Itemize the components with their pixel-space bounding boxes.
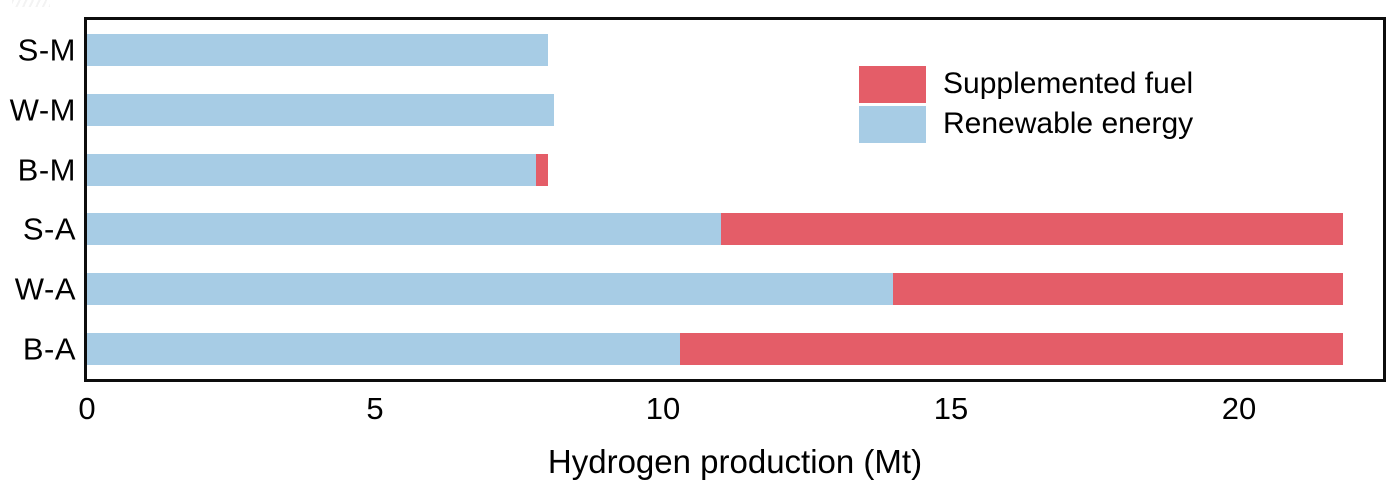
bar-row-b-m — [87, 153, 1383, 186]
bar-row-w-a — [87, 273, 1383, 306]
y-tick-label: S-A — [22, 211, 76, 247]
x-axis: 0 5 10 15 20 — [78, 385, 1383, 431]
bar-segment-supplemented-fuel — [536, 153, 548, 186]
bar-segment-renewable-energy — [87, 333, 681, 366]
y-tick-label: B-A — [22, 331, 76, 367]
bar-segment-supplemented-fuel — [680, 333, 1343, 366]
y-tick-label: S-M — [17, 32, 76, 68]
bar-segment-renewable-energy — [87, 153, 537, 186]
legend-entry-renewable-energy: Renewable energy — [859, 104, 1193, 144]
bar-row-s-m — [87, 33, 1383, 66]
legend-label: Renewable energy — [943, 107, 1194, 140]
bar-segment-renewable-energy — [87, 93, 554, 126]
bar-segment-supplemented-fuel — [720, 213, 1343, 246]
plot-area: Supplemented fuel Renewable energy — [84, 17, 1386, 382]
bar-segment-renewable-energy — [87, 33, 548, 66]
bar-segment-supplemented-fuel — [893, 273, 1343, 306]
legend-label: Supplemented fuel — [943, 67, 1194, 100]
bar-segment-renewable-energy — [87, 273, 894, 306]
x-tick-label: 20 — [1221, 391, 1257, 426]
bar-segment-renewable-energy — [87, 213, 721, 246]
bar-row-b-a — [87, 333, 1383, 366]
x-tick-label: 0 — [78, 391, 96, 426]
y-tick-label: W-M — [9, 92, 76, 128]
legend-swatch-supplemented-fuel — [859, 65, 926, 103]
legend-swatch-renewable-energy — [859, 105, 926, 143]
y-tick-label: W-A — [14, 271, 76, 307]
bar-row-w-m — [87, 93, 1383, 126]
x-tick-label: 5 — [366, 391, 384, 426]
legend-entry-supplemented-fuel: Supplemented fuel — [859, 64, 1193, 104]
x-tick-label: 10 — [645, 391, 681, 426]
x-tick-label: 15 — [933, 391, 969, 426]
y-tick-label: B-M — [17, 152, 76, 188]
x-axis-title: Hydrogen production (Mt) — [547, 443, 923, 480]
cropped-content-artifact — [12, 0, 50, 7]
bar-row-s-a — [87, 213, 1383, 246]
legend: Supplemented fuel Renewable energy — [859, 64, 1193, 144]
